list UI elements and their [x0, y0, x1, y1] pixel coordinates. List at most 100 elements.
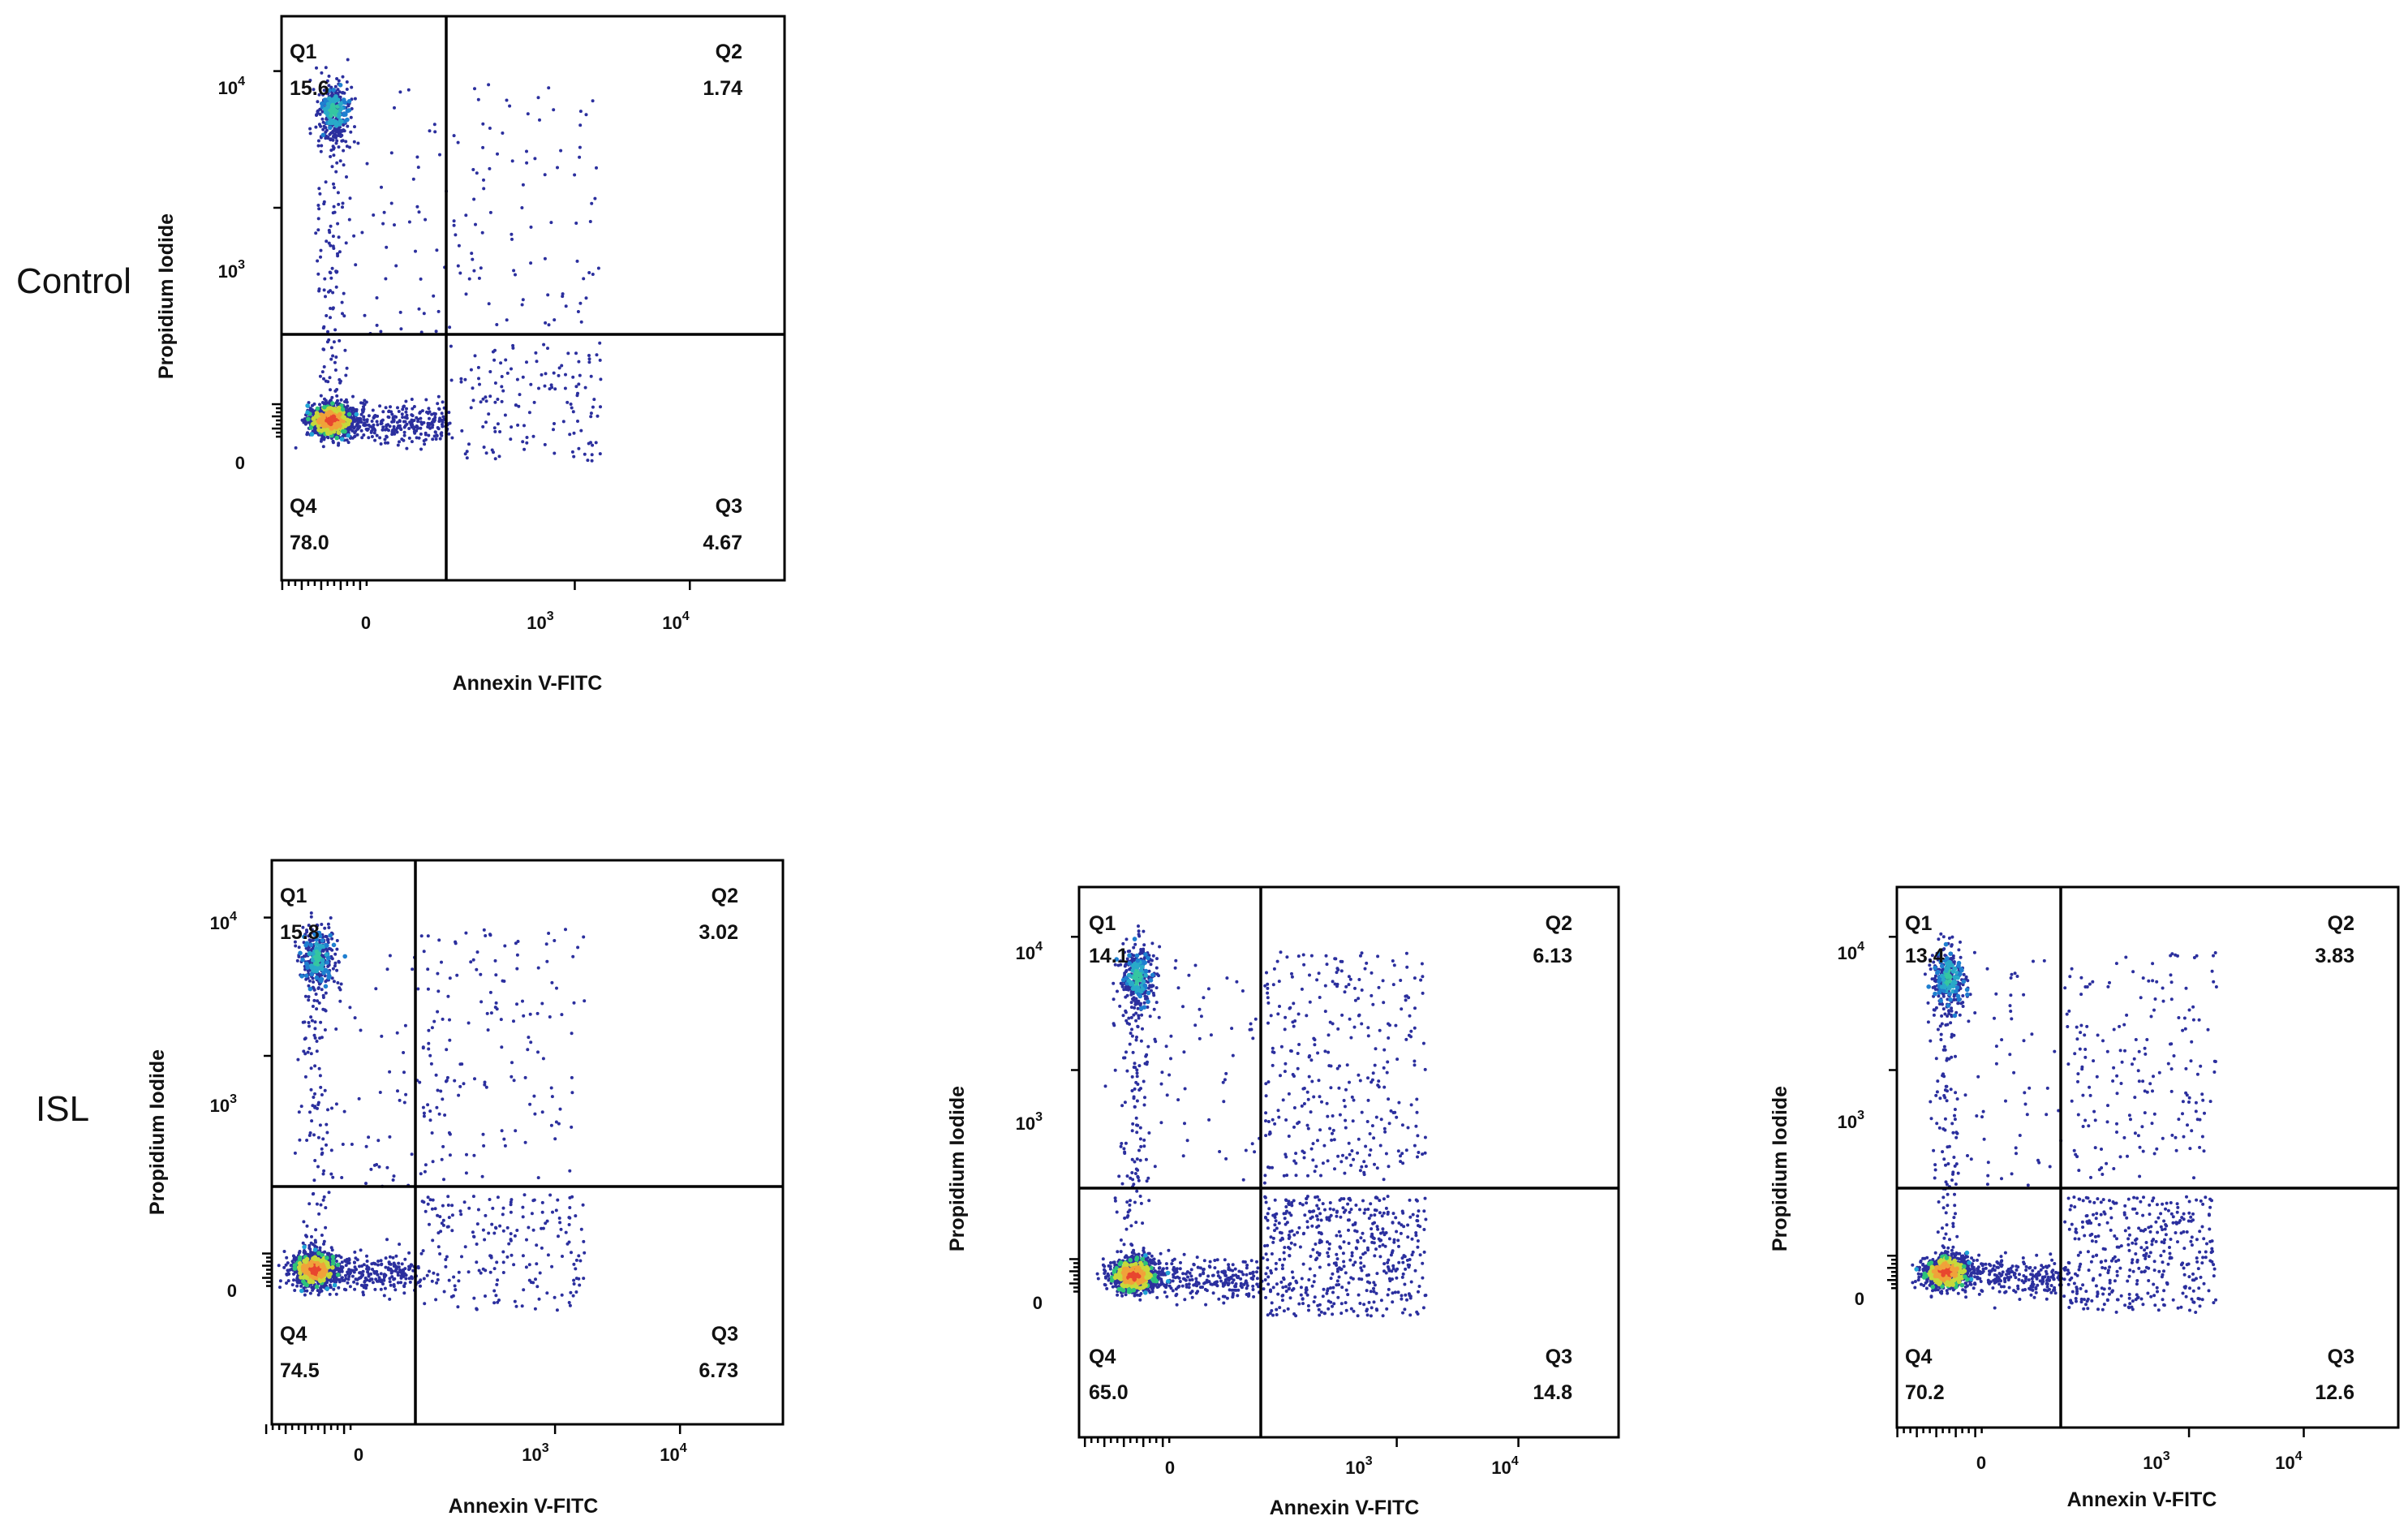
- scatter-point: [422, 1277, 426, 1281]
- scatter-point: [500, 399, 504, 403]
- scatter-point: [325, 1131, 329, 1135]
- scatter-point: [1164, 1262, 1168, 1266]
- scatter-point: [559, 1227, 563, 1231]
- scatter-point: [334, 1292, 338, 1296]
- scatter-point: [334, 435, 340, 441]
- scatter-point: [483, 1238, 487, 1242]
- scatter-point: [393, 106, 396, 110]
- scatter-point: [1178, 1267, 1182, 1271]
- scatter-point: [307, 1021, 311, 1024]
- scatter-point: [421, 1249, 425, 1253]
- scatter-point: [354, 411, 359, 417]
- scatter-point: [308, 407, 312, 411]
- scatter-point: [498, 430, 502, 433]
- scatter-point: [342, 149, 346, 153]
- scatter-point: [436, 1010, 440, 1014]
- scatter-point: [1275, 1282, 1279, 1286]
- scatter-point: [570, 1125, 574, 1129]
- scatter-point: [411, 1268, 415, 1273]
- scatter-point: [341, 312, 344, 316]
- scatter-point: [338, 108, 343, 113]
- scatter-point: [320, 923, 324, 926]
- scatter-point: [303, 954, 307, 958]
- scatter-point: [359, 420, 363, 424]
- scatter-point: [321, 120, 325, 124]
- scatter-point: [298, 950, 303, 956]
- scatter-point: [488, 394, 492, 398]
- scatter-point: [320, 1147, 324, 1151]
- scatter-point: [317, 187, 321, 191]
- scatter-point: [495, 1282, 499, 1286]
- scatter-point: [447, 432, 451, 436]
- scatter-point: [501, 1229, 505, 1233]
- scatter-point: [323, 1268, 329, 1274]
- x-tick-0: 0: [361, 613, 371, 633]
- scatter-point: [567, 1240, 571, 1244]
- scatter-point: [307, 1024, 311, 1028]
- scatter-point: [332, 182, 335, 186]
- scatter-point: [322, 202, 326, 206]
- scatter-point: [1215, 1258, 1219, 1262]
- scatter-point: [598, 452, 602, 456]
- scatter-point: [546, 347, 549, 351]
- scatter-point: [401, 1268, 405, 1272]
- scatter-point: [331, 942, 337, 948]
- scatter-point: [372, 213, 376, 217]
- scatter-point: [321, 993, 325, 997]
- scatter-point: [564, 928, 567, 932]
- scatter-point: [320, 401, 325, 404]
- scatter-point: [297, 1260, 303, 1266]
- scatter-point: [352, 234, 356, 238]
- plot-frame: [270, 859, 785, 1426]
- scatter-point: [336, 88, 340, 92]
- scatter-point: [574, 1258, 578, 1262]
- x-axis-label: Annexin V-FITC: [449, 1495, 599, 1518]
- scatter-point: [470, 252, 474, 256]
- scatter-point: [317, 1290, 321, 1294]
- scatter-point: [402, 1100, 406, 1105]
- scatter-point: [336, 191, 340, 195]
- scatter-point: [442, 1178, 445, 1182]
- scatter-point: [370, 435, 374, 438]
- scatter-point: [526, 1048, 530, 1052]
- scatter-point: [319, 1264, 325, 1269]
- scatter-point: [347, 426, 351, 430]
- scatter-point: [512, 1263, 516, 1267]
- scatter-point: [307, 995, 311, 999]
- scatter-point: [358, 1276, 362, 1280]
- scatter-point: [1221, 1284, 1225, 1288]
- scatter-point: [305, 403, 310, 408]
- scatter-point: [493, 400, 497, 404]
- scatter-point: [507, 1242, 511, 1246]
- scatter-point: [392, 1285, 396, 1288]
- scatter-points: [294, 58, 603, 463]
- scatter-point: [417, 307, 421, 311]
- scatter-point: [525, 1238, 528, 1242]
- scatter-point: [492, 1289, 497, 1293]
- scatter-point: [488, 127, 492, 130]
- scatter-point: [313, 1105, 317, 1109]
- scatter-point: [305, 433, 309, 437]
- scatter-point: [376, 1279, 381, 1283]
- scatter-point: [358, 1264, 361, 1268]
- scatter-point: [383, 428, 387, 432]
- scatter-point: [337, 202, 341, 206]
- scatter-point: [561, 295, 565, 299]
- scatter-point: [340, 1269, 344, 1273]
- scatter-point: [538, 1271, 542, 1275]
- scatter-point: [322, 404, 327, 410]
- scatter-point: [522, 1014, 526, 1018]
- scatter-point: [388, 954, 392, 958]
- scatter-point: [469, 406, 473, 410]
- x-tick-0: 0: [354, 1445, 363, 1465]
- scatter-point: [577, 382, 581, 386]
- scatter-point: [317, 1001, 321, 1005]
- scatter-point: [329, 113, 333, 118]
- scatter-point: [310, 1234, 313, 1238]
- scatter-point: [532, 400, 536, 404]
- scatter-point: [285, 1256, 289, 1260]
- scatter-point: [578, 145, 582, 149]
- scatter-point: [330, 976, 334, 980]
- scatter-point: [299, 1288, 304, 1294]
- scatter-point: [443, 1113, 447, 1117]
